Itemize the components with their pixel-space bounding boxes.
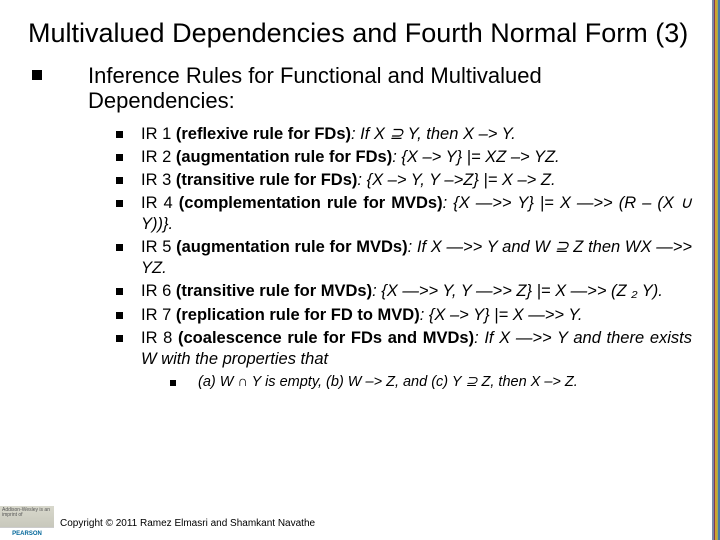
bullet-level1 xyxy=(32,70,42,80)
rule-name: (transitive rule for MVDs) xyxy=(176,282,372,300)
subrule-row: (a) W ∩ Y is empty, (b) W –> Z, and (c) … xyxy=(170,374,692,390)
rule-ir3: IR 3 (transitive rule for FDs): {X –> Y,… xyxy=(116,170,692,191)
rule-body: : {X –> Y, Y –>Z} |= X –> Z. xyxy=(357,171,555,189)
rule-label: IR 5 xyxy=(141,238,171,256)
rule-ir8: IR 8 (coalescence rule for FDs and MVDs)… xyxy=(116,328,692,370)
bullet-level3 xyxy=(170,380,176,386)
rule-name: (augmentation rule for MVDs) xyxy=(176,238,407,256)
rule-label: IR 6 xyxy=(141,282,171,300)
bullet-level2 xyxy=(116,288,123,295)
rule-label: IR 1 xyxy=(141,125,171,143)
rule-ir7: IR 7 (replication rule for FD to MVD): {… xyxy=(116,305,692,326)
section-heading: Inference Rules for Functional and Multi… xyxy=(88,63,692,114)
bullet-level2 xyxy=(116,131,123,138)
rule-ir5: IR 5 (augmentation rule for MVDs): If X … xyxy=(116,237,692,279)
section-heading-row: Inference Rules for Functional and Multi… xyxy=(32,63,692,114)
rule-body: : {X –> Y} |= X —>> Y. xyxy=(420,306,583,324)
rule-label: IR 2 xyxy=(141,148,171,166)
rule-name: (reflexive rule for FDs) xyxy=(176,125,351,143)
rule-ir4: IR 4 (complementation rule for MVDs): {X… xyxy=(116,193,692,235)
rules-list: IR 1 (reflexive rule for FDs): If X ⊇ Y,… xyxy=(116,124,692,390)
rule-name: (augmentation rule for FDs) xyxy=(176,148,392,166)
rule-body: : If X ⊇ Y, then X –> Y. xyxy=(351,125,516,143)
footer: Addison-Wesley is an imprint of PEARSON … xyxy=(0,506,720,540)
rule-name: (transitive rule for FDs) xyxy=(176,171,358,189)
bullet-level2 xyxy=(116,200,123,207)
subrule-text: (a) W ∩ Y is empty, (b) W –> Z, and (c) … xyxy=(198,374,578,390)
rule-label: IR 4 xyxy=(141,194,173,212)
rule-name: (replication rule for FD to MVD) xyxy=(176,306,420,324)
decorative-right-stripe xyxy=(712,0,720,540)
rule-body: : {X —>> Y, Y —>> Z} |= X —>> (Z ₂ Y). xyxy=(372,282,663,300)
bullet-level2 xyxy=(116,244,123,251)
slide-container: Multivalued Dependencies and Fourth Norm… xyxy=(0,0,720,540)
bullet-level2 xyxy=(116,335,123,342)
rule-ir6: IR 6 (transitive rule for MVDs): {X —>> … xyxy=(116,281,692,302)
rule-name: (complementation rule for MVDs) xyxy=(179,194,443,212)
bullet-level2 xyxy=(116,312,123,319)
rule-label: IR 7 xyxy=(141,306,171,324)
rule-name: (coalescence rule for FDs and MVDs) xyxy=(178,329,474,347)
slide-title: Multivalued Dependencies and Fourth Norm… xyxy=(28,18,692,49)
rule-label: IR 3 xyxy=(141,171,171,189)
logo-top-text: Addison-Wesley is an imprint of xyxy=(0,506,54,527)
bullet-level2 xyxy=(116,154,123,161)
rule-ir2: IR 2 (augmentation rule for FDs): {X –> … xyxy=(116,147,692,168)
bullet-level2 xyxy=(116,177,123,184)
rule-body: : {X –> Y} |= XZ –> YZ. xyxy=(392,148,559,166)
copyright-text: Copyright © 2011 Ramez Elmasri and Shamk… xyxy=(60,518,315,529)
publisher-logo: Addison-Wesley is an imprint of PEARSON xyxy=(0,506,54,540)
rule-label: IR 8 xyxy=(141,329,172,347)
logo-bottom-text: PEARSON xyxy=(0,527,54,540)
rule-ir1: IR 1 (reflexive rule for FDs): If X ⊇ Y,… xyxy=(116,124,692,145)
